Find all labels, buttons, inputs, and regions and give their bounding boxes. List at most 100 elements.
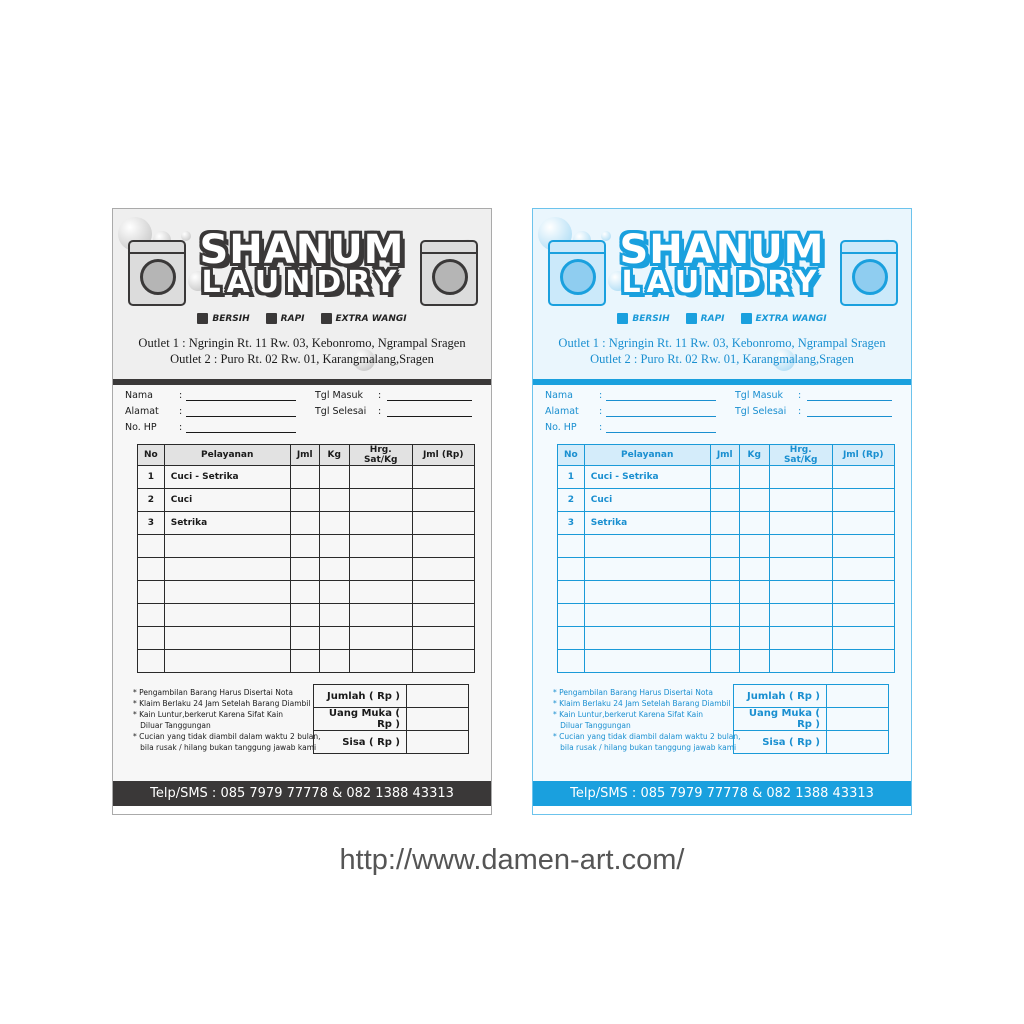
table-row: 2 Cuci	[137, 488, 475, 512]
table-row	[557, 580, 895, 604]
field-alamat-line	[186, 416, 296, 417]
bubble-decoration	[181, 231, 191, 241]
row-cell	[411, 511, 475, 535]
feature-label: EXTRA WANGI	[755, 314, 827, 324]
table-row	[137, 534, 475, 558]
row-service	[583, 626, 711, 650]
field-label: No. HP	[125, 422, 157, 433]
payment-summary: Jumlah ( Rp ) Uang Muka ( Rp ) Sisa ( Rp )	[313, 684, 469, 754]
row-cell	[318, 488, 350, 512]
table-row	[557, 649, 895, 673]
row-cell	[709, 580, 740, 604]
machine-panel	[422, 242, 476, 254]
row-cell	[738, 626, 770, 650]
row-cell	[348, 534, 413, 558]
row-service: Cuci	[583, 488, 711, 512]
field-colon: :	[179, 390, 183, 401]
row-cell	[289, 488, 320, 512]
row-cell	[738, 534, 770, 558]
shirt-icon	[617, 313, 629, 324]
summary-label: Jumlah ( Rp )	[733, 684, 827, 708]
machine-panel	[130, 242, 184, 254]
folded-clothes-icon	[265, 313, 277, 324]
row-number: 3	[137, 511, 165, 535]
note-line: Diluar Tanggungan	[133, 721, 211, 730]
feature-list: BERSIH RAPI EXTRA WANGI	[113, 313, 491, 324]
table-row: 1 Cuci - Setrika	[137, 465, 475, 489]
summary-label: Uang Muka ( Rp )	[313, 707, 407, 731]
table-header-row: No Pelayanan Jml Kg Hrg. Sat/Kg Jml (Rp)	[137, 444, 475, 466]
column-header: Jml (Rp)	[831, 444, 895, 466]
field-colon: :	[798, 390, 802, 401]
row-number: 2	[137, 488, 165, 512]
row-cell	[738, 603, 770, 627]
row-service	[583, 603, 711, 627]
field-label: Alamat	[545, 406, 579, 417]
row-cell	[348, 603, 413, 627]
services-table: No Pelayanan Jml Kg Hrg. Sat/Kg Jml (Rp) 1 Cuci…	[557, 444, 895, 673]
machine-door	[432, 259, 468, 295]
field-colon: :	[599, 422, 603, 433]
outlet-1-address: Outlet 1 : Ngringin Rt. 11 Rw. 03, Kebon…	[138, 336, 466, 350]
header-divider	[113, 379, 491, 385]
field-tgl-selesai-line	[807, 416, 892, 417]
row-number	[557, 626, 585, 650]
row-cell	[348, 511, 413, 535]
field-colon: :	[599, 390, 603, 401]
row-cell	[738, 557, 770, 581]
bubble-decoration	[353, 349, 375, 371]
summary-value	[406, 684, 469, 708]
table-row	[137, 557, 475, 581]
machine-door	[852, 259, 888, 295]
field-label: No. HP	[545, 422, 577, 433]
row-cell	[348, 488, 413, 512]
folded-clothes-icon	[685, 313, 697, 324]
row-cell	[289, 465, 320, 489]
table-row	[557, 603, 895, 627]
row-cell	[289, 534, 320, 558]
fragrance-icon	[740, 313, 752, 324]
feature-label: BERSIH	[212, 314, 250, 324]
summary-value	[826, 684, 889, 708]
row-number	[137, 534, 165, 558]
feature-label: BERSIH	[632, 314, 670, 324]
row-number	[557, 534, 585, 558]
row-cell	[411, 465, 475, 489]
terms-notes: * Pengambilan Barang Harus Disertai Nota…	[133, 687, 321, 753]
note-line: * Kain Luntur,berkerut Karena Sifat Kain	[133, 710, 284, 719]
row-cell	[318, 626, 350, 650]
field-tgl-selesai-line	[387, 416, 472, 417]
row-cell	[831, 626, 895, 650]
row-cell	[768, 580, 833, 604]
field-label: Nama	[545, 390, 574, 401]
column-header: Pelayanan	[163, 444, 291, 466]
receipt-card-blue: SHANUM LAUNDRY BERSIH RAPI EXTRA WANGI Outlet…	[532, 208, 912, 815]
column-header: Jml	[709, 444, 740, 466]
column-header: Hrg. Sat/Kg	[768, 444, 833, 466]
row-service	[163, 580, 291, 604]
bubble-decoration	[601, 231, 611, 241]
washing-machine-icon	[548, 240, 606, 306]
table-row	[557, 557, 895, 581]
row-cell	[831, 557, 895, 581]
washing-machine-icon	[420, 240, 478, 306]
feature-label: EXTRA WANGI	[335, 314, 407, 324]
column-header: Kg	[318, 444, 350, 466]
field-colon: :	[179, 422, 183, 433]
row-cell	[289, 511, 320, 535]
feature-1: RAPI	[685, 313, 725, 324]
field-label: Tgl Selesai	[735, 406, 787, 417]
row-service	[163, 603, 291, 627]
field-tgl-masuk-line	[387, 400, 472, 401]
row-cell	[348, 626, 413, 650]
row-number: 1	[557, 465, 585, 489]
row-service	[163, 626, 291, 650]
field-colon: :	[378, 390, 382, 401]
bubble-decoration	[608, 271, 628, 291]
row-service: Setrika	[583, 511, 711, 535]
row-cell	[411, 557, 475, 581]
logo-laundry: LAUNDRY	[621, 265, 823, 300]
row-cell	[768, 488, 833, 512]
row-cell	[831, 534, 895, 558]
row-cell	[411, 534, 475, 558]
